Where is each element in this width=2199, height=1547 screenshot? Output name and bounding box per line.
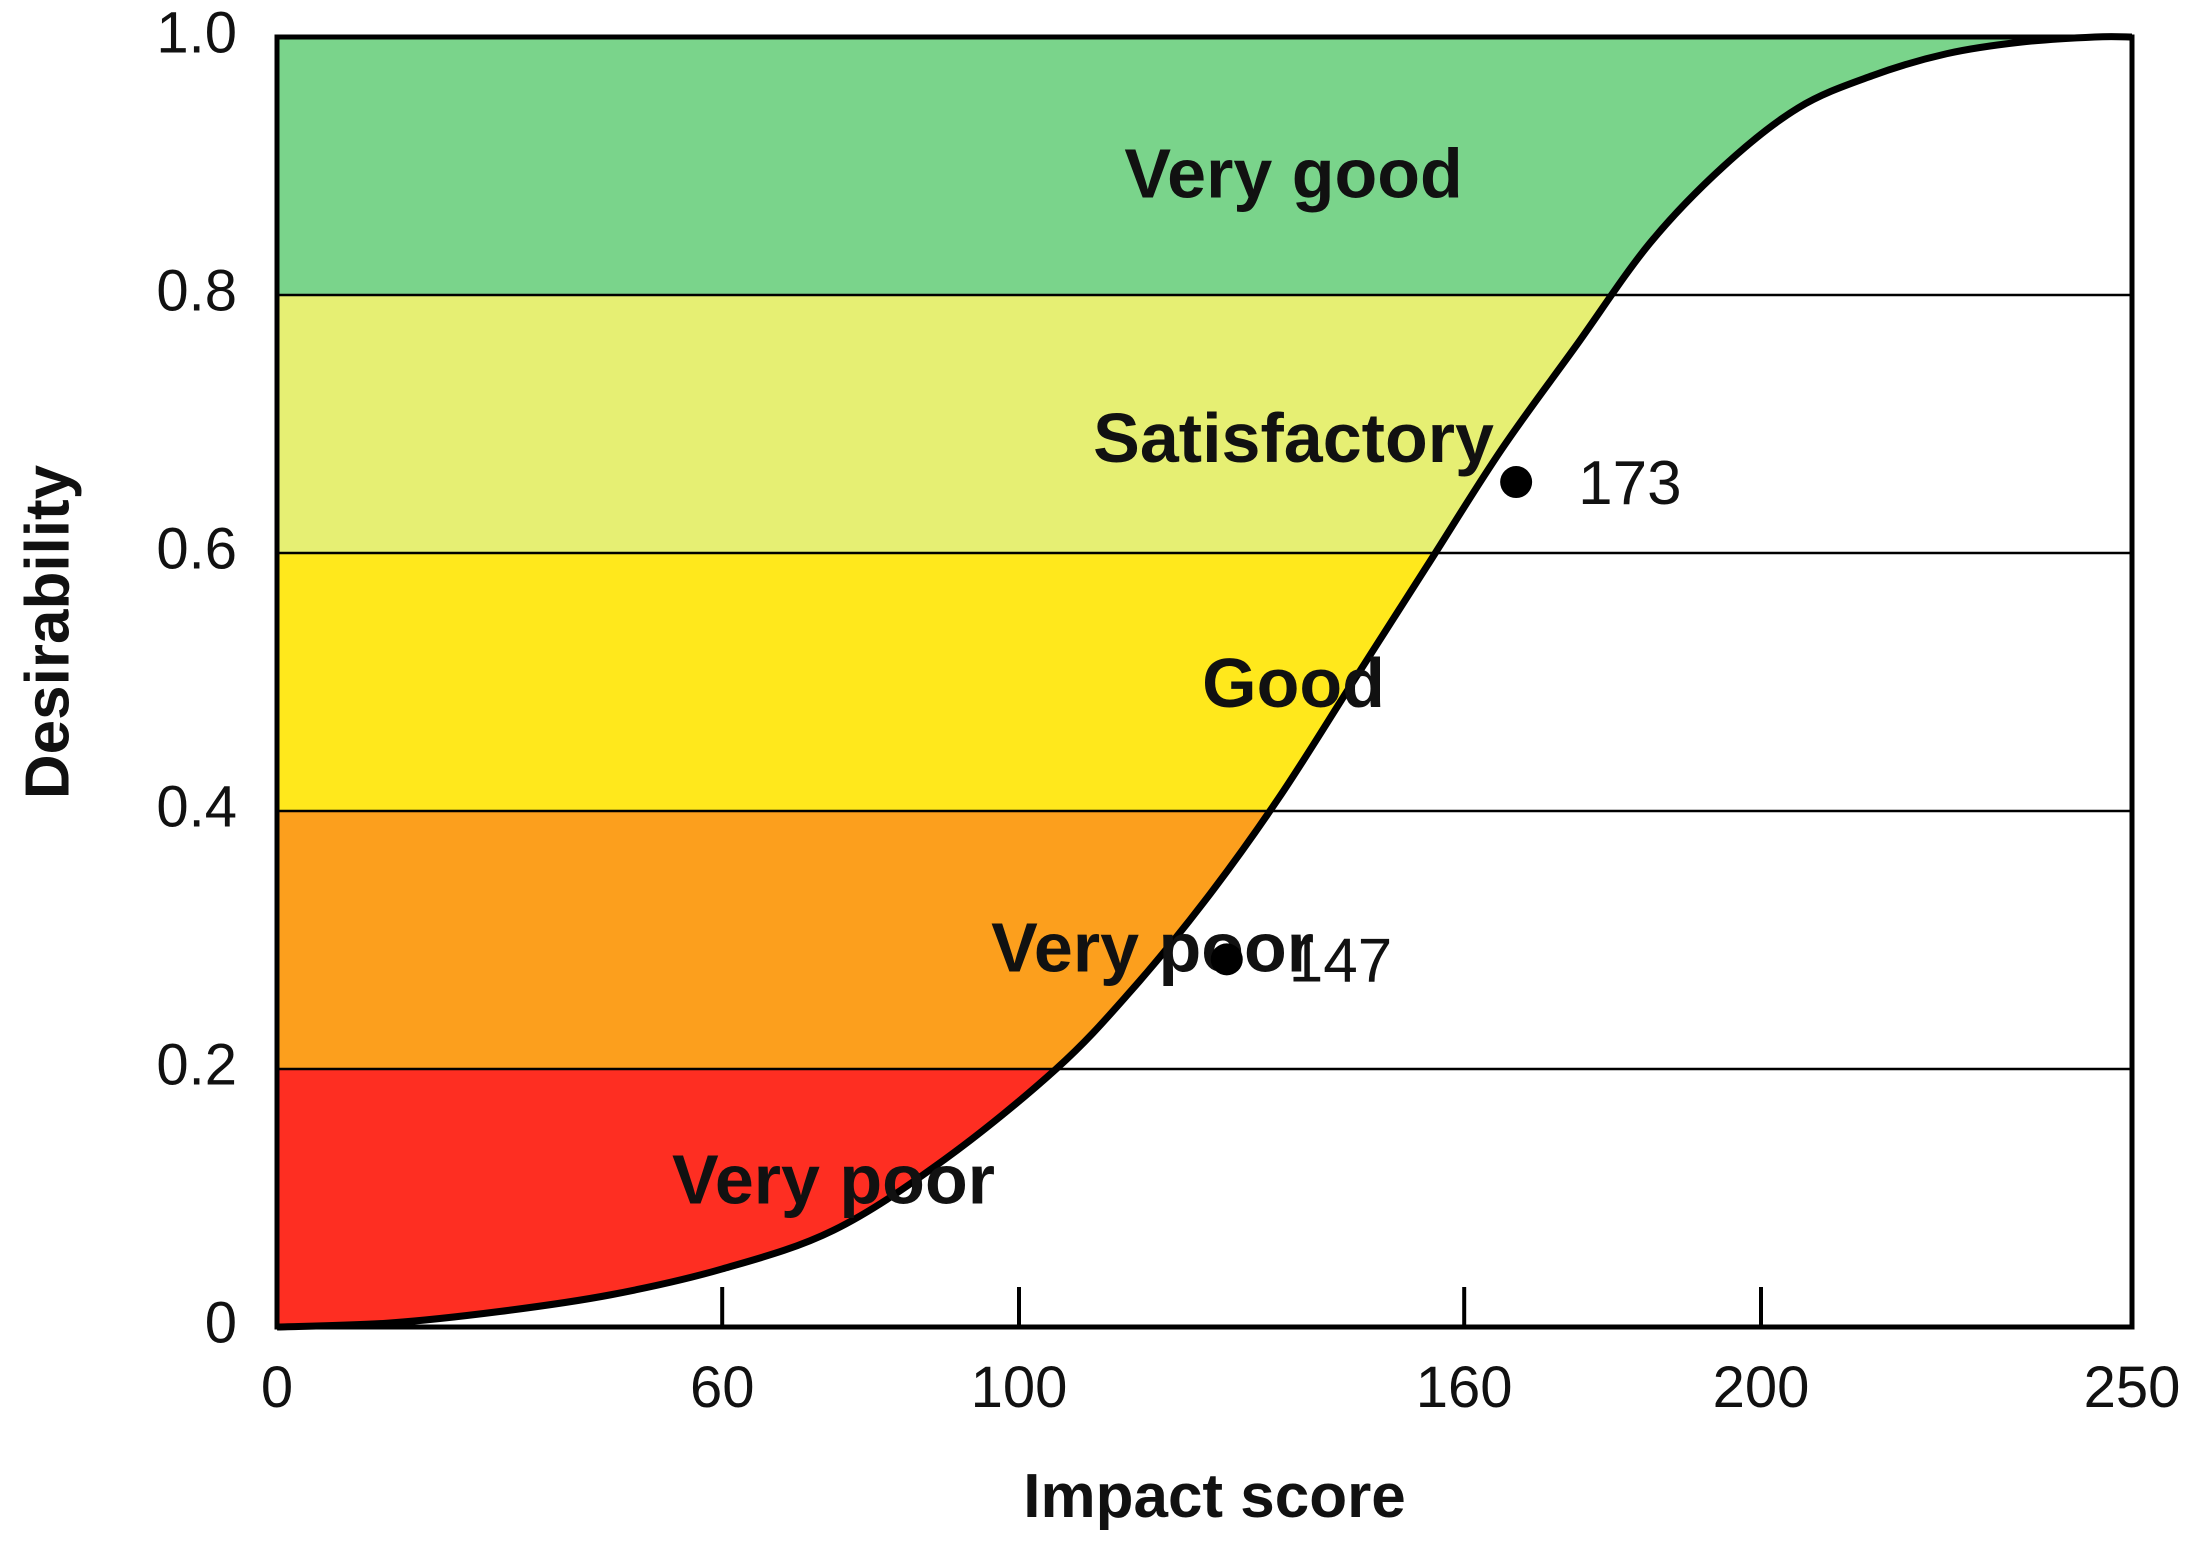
y-tick-label-3: 0.6 bbox=[156, 516, 237, 581]
y-tick-label-5: 1.0 bbox=[156, 0, 237, 65]
x-tick-label-4: 200 bbox=[1713, 1355, 1810, 1420]
band-label-2: Good bbox=[1202, 644, 1385, 722]
band-label-3: Satisfactory bbox=[1093, 399, 1494, 477]
y-tick-label-0: 0 bbox=[205, 1290, 237, 1355]
x-tick-label-0: 0 bbox=[261, 1355, 293, 1420]
x-tick-label-5: 250 bbox=[2084, 1355, 2181, 1420]
point-marker-0 bbox=[1210, 943, 1243, 976]
band-label-4: Very good bbox=[1124, 134, 1462, 212]
point-marker-1 bbox=[1500, 466, 1533, 499]
band-0 bbox=[277, 1069, 2132, 1327]
band-labels: Very poor Very poor Good Satisfactory Very g… bbox=[672, 134, 1494, 1218]
y-axis-title: Desirability bbox=[13, 464, 82, 799]
desirability-curve bbox=[276, 33, 2133, 1331]
point-label-0: 147 bbox=[1289, 926, 1392, 995]
y-axis-ticks: 0 0.2 0.4 0.6 0.8 1.0 bbox=[156, 0, 237, 1355]
band-label-1: Very poor bbox=[991, 908, 1314, 986]
x-axis-ticks: 0 60 100 160 200 250 bbox=[261, 1287, 2181, 1420]
x-tick-label-1: 60 bbox=[690, 1355, 755, 1420]
point-label-1: 173 bbox=[1578, 449, 1681, 518]
horizontal-gridlines bbox=[277, 293, 2132, 1071]
y-tick-label-1: 0.2 bbox=[156, 1032, 237, 1097]
x-axis-title: Impact score bbox=[1023, 1462, 1406, 1531]
band-label-0: Very poor bbox=[672, 1141, 995, 1219]
y-tick-label-4: 0.8 bbox=[156, 258, 237, 323]
x-tick-label-3: 160 bbox=[1416, 1355, 1513, 1420]
plot-frame bbox=[274, 34, 2135, 1330]
marked-points: 147 173 bbox=[1210, 449, 1682, 995]
x-tick-label-2: 100 bbox=[971, 1355, 1068, 1420]
y-tick-label-2: 0.4 bbox=[156, 774, 237, 839]
